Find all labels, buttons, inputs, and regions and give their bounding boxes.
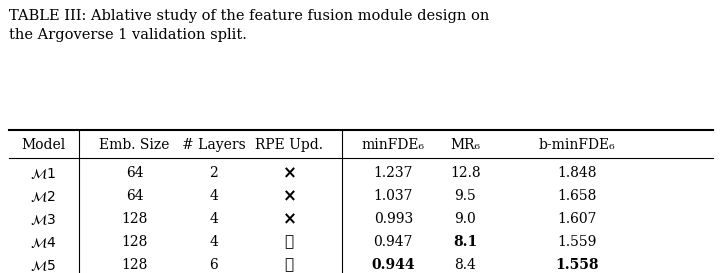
Text: 9.5: 9.5 bbox=[454, 189, 477, 203]
Text: 9.0: 9.0 bbox=[454, 212, 477, 226]
Text: 6: 6 bbox=[209, 259, 218, 272]
Text: $\mathcal{M}$4: $\mathcal{M}$4 bbox=[30, 235, 56, 250]
Text: $\mathcal{M}$2: $\mathcal{M}$2 bbox=[30, 189, 56, 204]
Text: # Layers: # Layers bbox=[182, 138, 245, 152]
Text: 2: 2 bbox=[209, 166, 218, 180]
Text: 1.607: 1.607 bbox=[557, 212, 596, 226]
Text: $\mathcal{M}$1: $\mathcal{M}$1 bbox=[30, 166, 56, 181]
Text: $\mathcal{M}$5: $\mathcal{M}$5 bbox=[30, 258, 56, 273]
Text: $\boldsymbol{\times}$: $\boldsymbol{\times}$ bbox=[282, 187, 296, 205]
Text: 128: 128 bbox=[121, 235, 147, 250]
Text: 4: 4 bbox=[209, 212, 218, 226]
Text: Emb. Size: Emb. Size bbox=[99, 138, 170, 152]
Text: b-minFDE₆: b-minFDE₆ bbox=[539, 138, 615, 152]
Text: 8.1: 8.1 bbox=[453, 235, 477, 250]
Text: 12.8: 12.8 bbox=[450, 166, 481, 180]
Text: Model: Model bbox=[21, 138, 65, 152]
Text: ✓: ✓ bbox=[284, 259, 294, 272]
Text: $\mathcal{M}$3: $\mathcal{M}$3 bbox=[30, 212, 56, 227]
Text: 1.658: 1.658 bbox=[557, 189, 596, 203]
Text: 4: 4 bbox=[209, 189, 218, 203]
Text: minFDE₆: minFDE₆ bbox=[362, 138, 425, 152]
Text: 0.947: 0.947 bbox=[373, 235, 413, 250]
Text: 64: 64 bbox=[126, 189, 143, 203]
Text: ✓: ✓ bbox=[284, 235, 294, 250]
Text: TABLE III: Ablative study of the feature fusion module design on
the Argoverse 1: TABLE III: Ablative study of the feature… bbox=[9, 9, 489, 42]
Text: $\boldsymbol{\times}$: $\boldsymbol{\times}$ bbox=[282, 164, 296, 182]
Text: 64: 64 bbox=[126, 166, 143, 180]
Text: 0.993: 0.993 bbox=[374, 212, 413, 226]
Text: $\boldsymbol{\times}$: $\boldsymbol{\times}$ bbox=[282, 210, 296, 228]
Text: 128: 128 bbox=[121, 259, 147, 272]
Text: RPE Upd.: RPE Upd. bbox=[255, 138, 323, 152]
Text: 1.559: 1.559 bbox=[557, 235, 596, 250]
Text: 1.848: 1.848 bbox=[557, 166, 596, 180]
Text: 1.037: 1.037 bbox=[373, 189, 413, 203]
Text: 4: 4 bbox=[209, 235, 218, 250]
Text: 0.944: 0.944 bbox=[372, 259, 415, 272]
Text: 128: 128 bbox=[121, 212, 147, 226]
Text: 1.237: 1.237 bbox=[373, 166, 413, 180]
Text: 1.558: 1.558 bbox=[555, 259, 599, 272]
Text: MR₆: MR₆ bbox=[451, 138, 480, 152]
Text: 8.4: 8.4 bbox=[454, 259, 477, 272]
